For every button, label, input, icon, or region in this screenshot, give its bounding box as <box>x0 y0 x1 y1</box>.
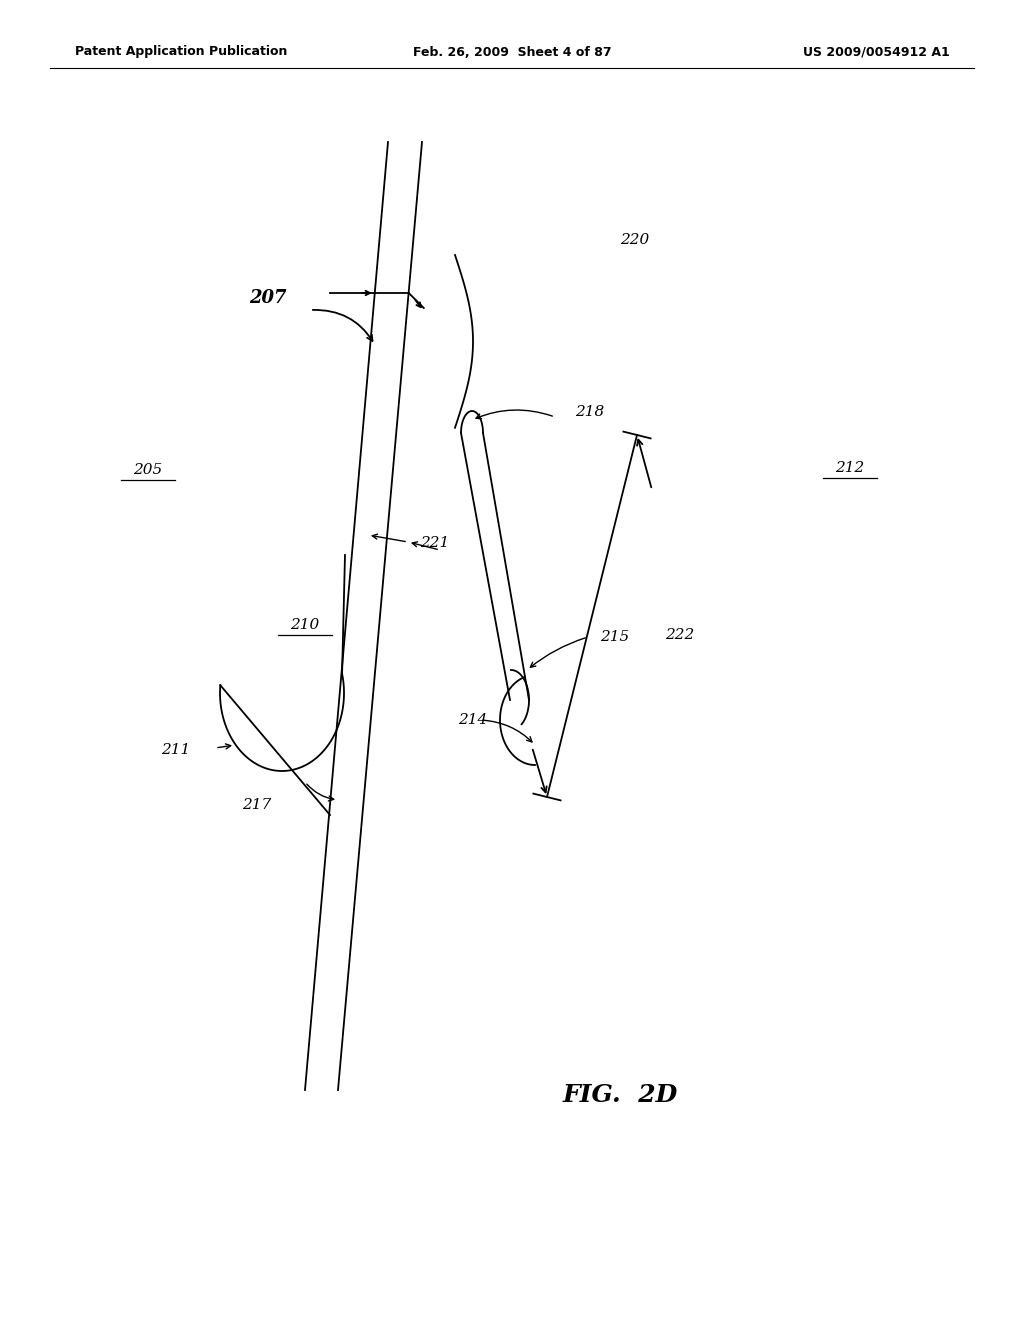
Text: 222: 222 <box>665 628 694 642</box>
Text: US 2009/0054912 A1: US 2009/0054912 A1 <box>803 45 950 58</box>
Text: 220: 220 <box>620 234 649 247</box>
Text: 212: 212 <box>836 461 864 475</box>
Text: 214: 214 <box>459 713 487 727</box>
Text: 210: 210 <box>291 618 319 632</box>
Text: 217: 217 <box>243 799 271 812</box>
Text: 211: 211 <box>161 743 190 756</box>
Text: 205: 205 <box>133 463 163 477</box>
Text: 221: 221 <box>420 536 450 550</box>
Text: 207: 207 <box>249 289 287 308</box>
Text: 218: 218 <box>575 405 604 418</box>
Text: 215: 215 <box>600 630 630 644</box>
Text: FIG.  2D: FIG. 2D <box>562 1082 678 1107</box>
Text: Patent Application Publication: Patent Application Publication <box>75 45 288 58</box>
Text: Feb. 26, 2009  Sheet 4 of 87: Feb. 26, 2009 Sheet 4 of 87 <box>413 45 611 58</box>
